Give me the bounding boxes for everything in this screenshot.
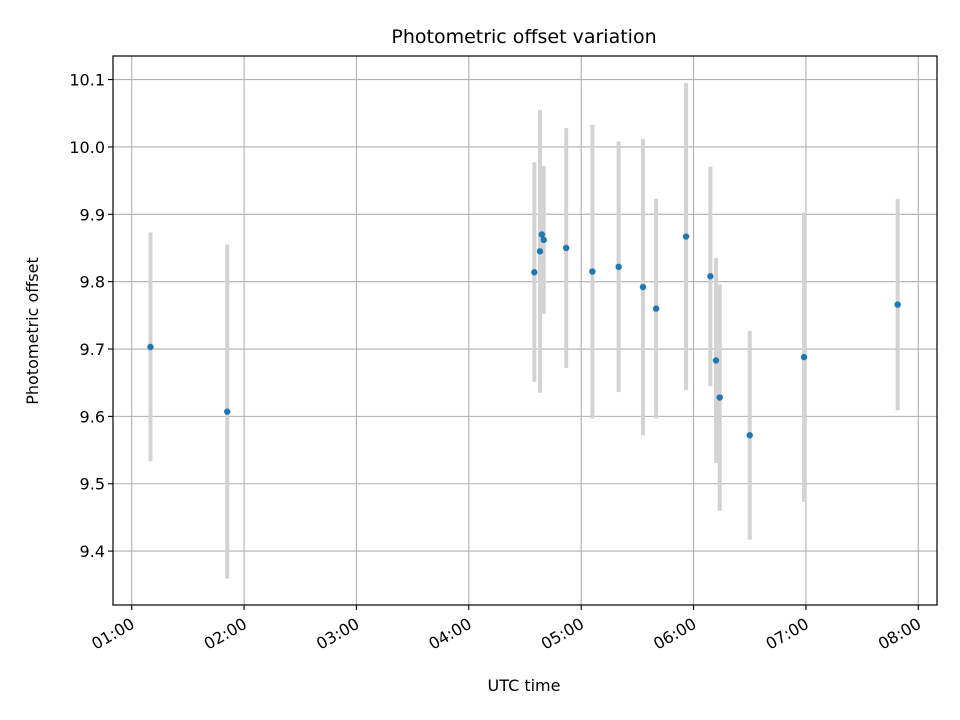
y-axis-label: Photometric offset [23,257,42,405]
data-point [531,269,538,276]
x-axis-ticks: 01:00 02:00 03:00 04:00 05:00 06:00 07:00 08:00 [88,605,924,654]
y-tick-label: 9.8 [80,273,105,292]
x-tick-label: 07:00 [762,614,811,654]
data-point [615,263,622,271]
grid [113,56,937,605]
data-point [563,244,570,252]
x-tick-label: 06:00 [650,614,699,654]
x-tick-label: 08:00 [875,614,924,654]
y-tick-label: 9.5 [80,475,105,494]
data-point [224,408,231,415]
data-point [716,394,723,401]
data-point [712,357,720,364]
y-tick-label: 9.6 [80,407,105,426]
x-tick-label: 05:00 [538,614,587,654]
error-bars [148,82,900,579]
y-tick-label: 10.0 [69,138,105,157]
data-point [894,301,901,308]
plot-frame [112,55,938,606]
data-point [746,432,753,439]
y-tick-label: 9.4 [80,542,105,561]
chart-title: Photometric offset variation [391,26,656,48]
x-tick-label: 04:00 [425,614,474,654]
data-point [652,305,660,312]
data-point [147,343,154,351]
data-point [800,353,808,361]
data-point [707,273,714,280]
data-points [147,231,901,439]
data-point [536,248,544,255]
x-tick-label: 02:00 [201,614,250,654]
y-tick-label: 9.7 [80,340,105,359]
x-axis-label: UTC time [488,676,561,695]
data-point [639,283,647,291]
y-tick-label: 10.1 [69,71,105,90]
x-tick-label: 01:00 [88,614,137,654]
data-point [538,231,546,238]
data-point [682,233,690,240]
data-point [540,236,547,244]
y-tick-label: 9.9 [80,205,105,224]
x-tick-label: 03:00 [313,614,362,654]
data-point [589,268,596,275]
y-axis-ticks: 9.4 9.5 9.6 9.7 9.8 9.9 10.0 10.1 [69,71,113,561]
